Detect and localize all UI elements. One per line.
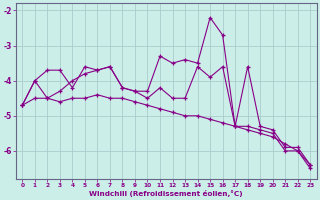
X-axis label: Windchill (Refroidissement éolien,°C): Windchill (Refroidissement éolien,°C) [90,190,243,197]
